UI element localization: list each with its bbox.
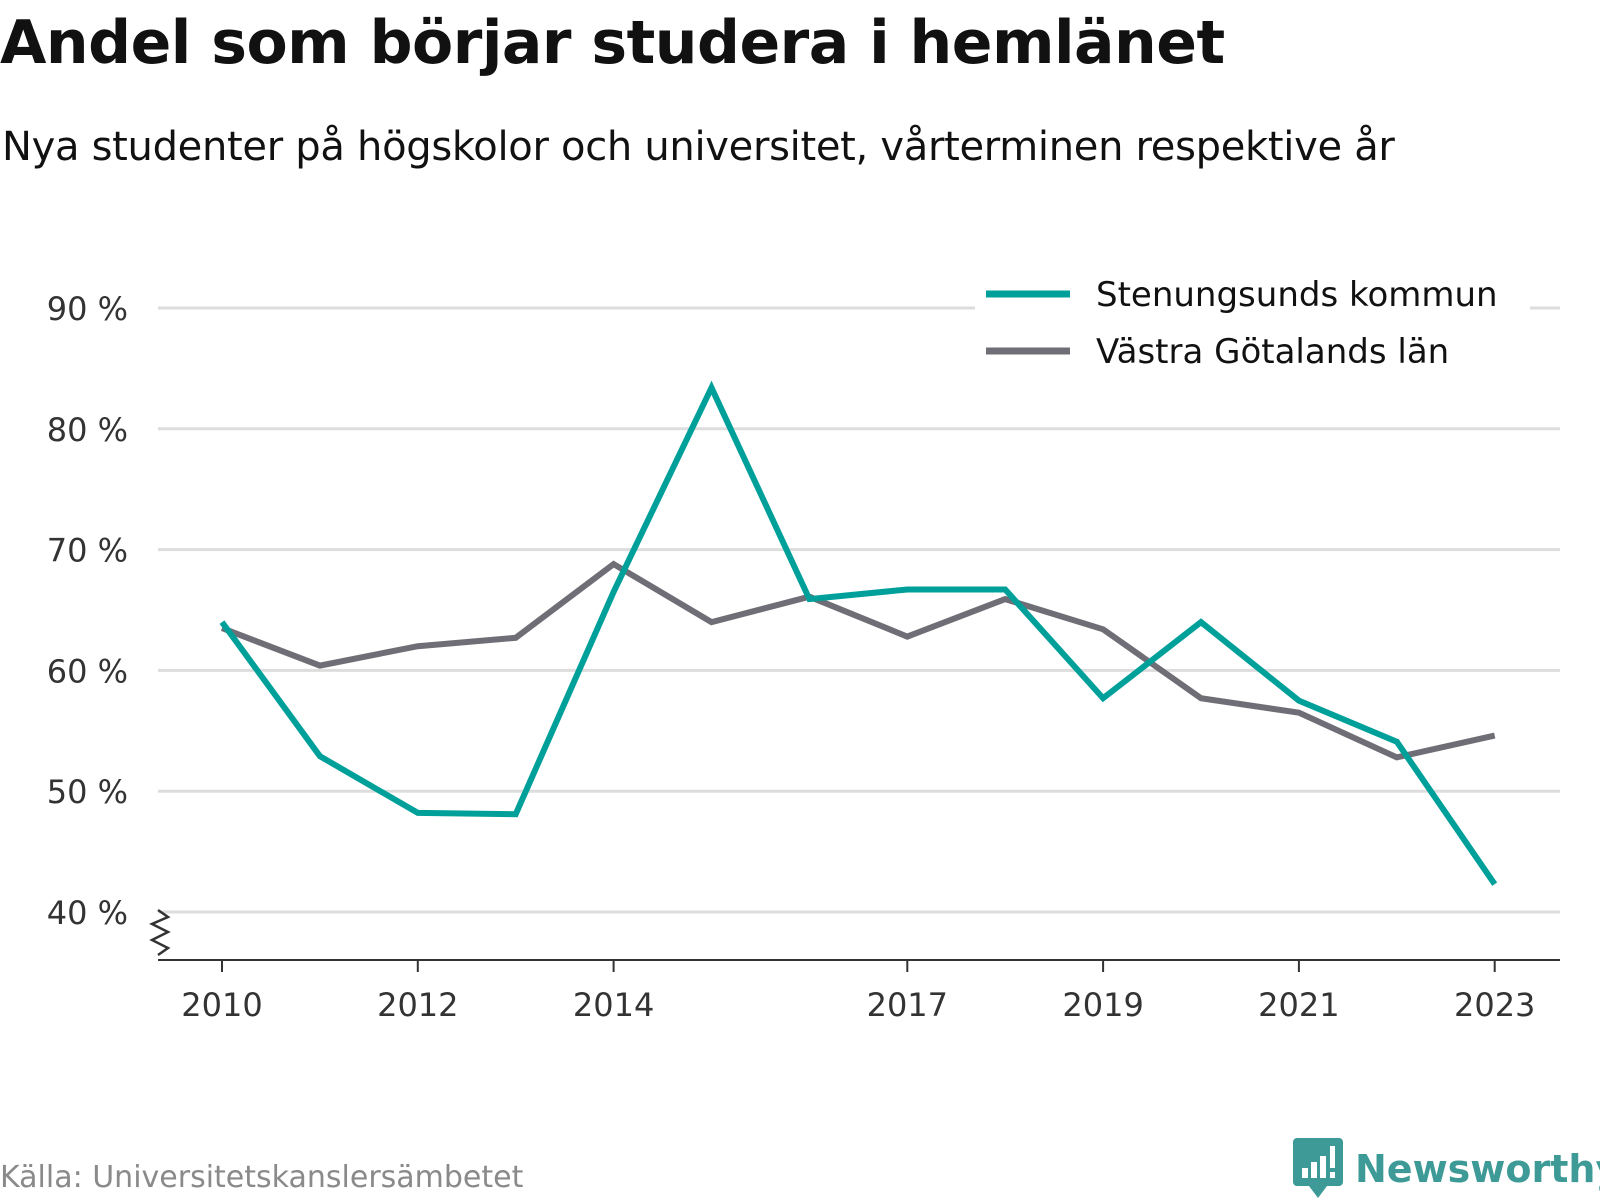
axes <box>149 908 1560 972</box>
brand-logo: Newsworthy <box>1293 1138 1600 1200</box>
newsworthy-logo-icon <box>1293 1138 1343 1198</box>
series-line-1 <box>220 560 1496 761</box>
x-tick-label: 2010 <box>181 986 262 1024</box>
y-tick-label: 50 % <box>47 773 128 811</box>
legend-label-0: Stenungsunds kommun <box>1096 275 1498 315</box>
axis-break-icon <box>149 908 171 957</box>
legend: Stenungsunds kommun Västra Götalands län <box>975 262 1530 373</box>
series-line-0 <box>219 380 1498 886</box>
y-tick-label: 60 % <box>47 652 128 690</box>
x-tick-label: 2014 <box>573 986 654 1024</box>
y-tick-label: 40 % <box>47 894 128 932</box>
x-tick-label: 2012 <box>377 986 458 1024</box>
series-lines <box>219 380 1498 886</box>
y-axis-labels: 90 % 80 % 70 % 60 % 50 % 40 % <box>47 290 128 932</box>
x-tick-label: 2019 <box>1062 986 1143 1024</box>
chart-subtitle: Nya studenter på högskolor och universit… <box>2 124 1395 170</box>
gridlines <box>158 306 1560 914</box>
brand-name: Newsworthy <box>1355 1147 1600 1191</box>
x-tick-label: 2017 <box>867 986 948 1024</box>
legend-background <box>975 262 1530 316</box>
x-tick-label: 2021 <box>1258 986 1339 1024</box>
x-axis-labels: 2010 2012 2014 2017 2019 2021 2023 <box>181 986 1535 1024</box>
legend-background <box>975 319 1530 373</box>
legend-label-1: Västra Götalands län <box>1096 332 1449 372</box>
source-note: Källa: Universitetskanslersämbetet <box>0 1160 524 1195</box>
y-tick-label: 90 % <box>47 290 128 328</box>
x-tick-label: 2023 <box>1454 986 1535 1024</box>
y-tick-label: 80 % <box>47 411 128 449</box>
y-tick-label: 70 % <box>47 532 128 570</box>
chart-title: Andel som börjar studera i hemlänet <box>0 8 1225 78</box>
